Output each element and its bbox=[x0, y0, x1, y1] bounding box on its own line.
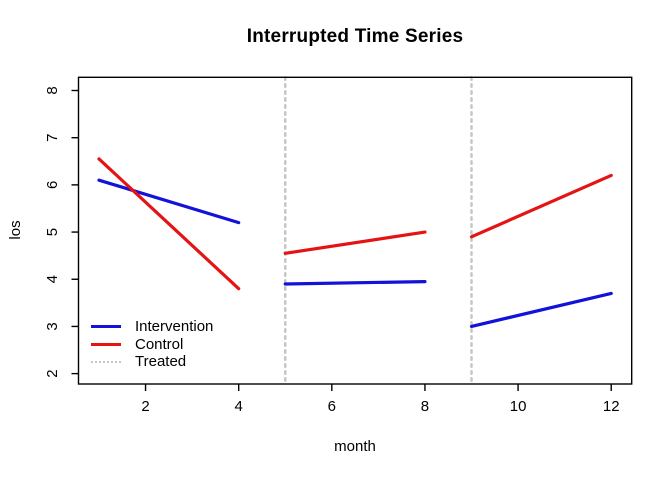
legend-row-control: Control bbox=[91, 336, 213, 354]
y-tick-label: 2 bbox=[44, 369, 61, 377]
legend-label: Intervention bbox=[135, 318, 214, 335]
legend-line-sample-dotted bbox=[91, 360, 121, 363]
legend-row-treated: Treated bbox=[91, 353, 213, 371]
legend: Intervention Control Treated bbox=[91, 318, 213, 371]
tick-labels-group: 2 4 6 8 10 12 2 3 4 5 6 7 8 bbox=[44, 86, 620, 415]
series-line-intervention-segment bbox=[283, 280, 427, 286]
x-axis-label: month bbox=[334, 438, 376, 455]
x-tick-label: 12 bbox=[603, 398, 620, 415]
y-tick-label: 8 bbox=[44, 86, 61, 94]
series-line-intervention-segment bbox=[469, 291, 613, 329]
legend-line-sample-solid bbox=[91, 325, 121, 329]
plot-box bbox=[77, 76, 633, 385]
series-line-control-segment bbox=[97, 157, 241, 291]
series-line-intervention-segment bbox=[97, 178, 241, 225]
legend-line-sample-solid bbox=[91, 342, 121, 346]
x-tick-label: 6 bbox=[328, 398, 336, 415]
y-tick-label: 6 bbox=[44, 181, 61, 189]
legend-row-intervention: Intervention bbox=[91, 318, 213, 336]
y-tick-label: 3 bbox=[44, 322, 61, 330]
axes-group bbox=[71, 76, 633, 391]
series-line-control-segment bbox=[469, 173, 613, 239]
legend-label: Control bbox=[135, 335, 184, 353]
series-lines-group bbox=[97, 157, 613, 329]
chart-title: Interrupted Time Series bbox=[246, 26, 464, 47]
y-tick-label: 7 bbox=[44, 134, 61, 142]
x-tick-label: 4 bbox=[235, 398, 243, 415]
y-axis-label: los bbox=[7, 220, 24, 240]
series-line-control-segment bbox=[283, 230, 427, 255]
x-tick-label: 10 bbox=[510, 398, 527, 415]
legend-label: Treated bbox=[135, 353, 187, 370]
treated-vlines-group bbox=[284, 76, 473, 386]
y-tick-label: 5 bbox=[44, 228, 61, 236]
x-tick-label: 8 bbox=[421, 398, 429, 415]
y-tick-label: 4 bbox=[44, 275, 61, 283]
x-tick-label: 2 bbox=[141, 398, 149, 415]
